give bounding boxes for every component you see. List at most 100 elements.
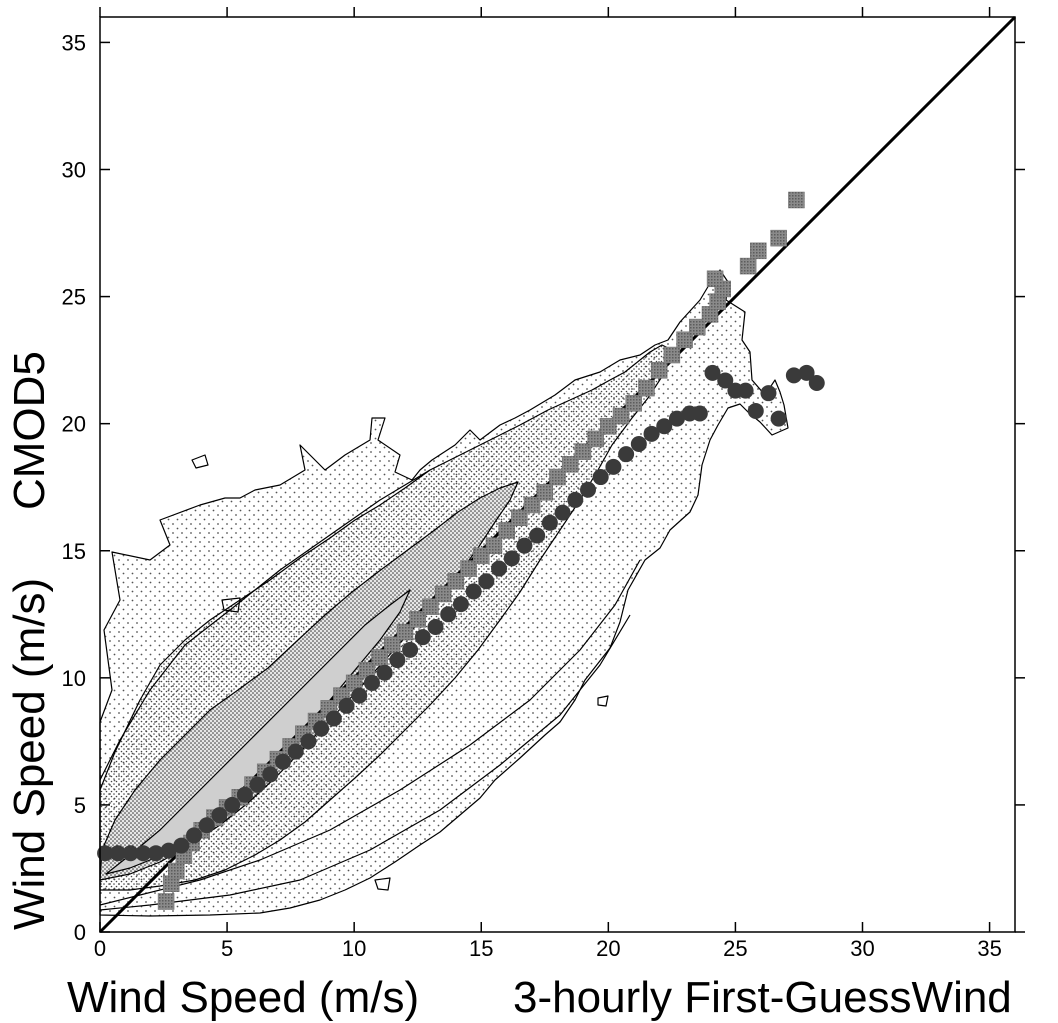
- square-point: [706, 270, 724, 288]
- circle-point: [160, 842, 177, 859]
- square-point: [536, 484, 554, 501]
- x-tick-label: 10: [342, 936, 366, 961]
- circle-point: [402, 641, 419, 658]
- circle-point: [414, 629, 431, 646]
- x-tick-label: 30: [850, 936, 874, 961]
- circle-point: [186, 827, 203, 844]
- circle-point: [109, 845, 126, 862]
- contour-island-3: [374, 877, 391, 891]
- circle-point: [147, 845, 164, 862]
- square-point: [689, 318, 706, 336]
- square-point: [371, 649, 388, 666]
- circle-point: [338, 697, 355, 714]
- circle-point: [287, 743, 304, 760]
- square-point: [574, 443, 592, 460]
- circle-point: [567, 491, 584, 508]
- square-point: [409, 611, 426, 628]
- circle-point: [605, 458, 622, 475]
- square-point: [498, 522, 515, 539]
- series-circles: [97, 364, 825, 862]
- circle-point: [135, 845, 152, 862]
- square-point: [612, 407, 630, 425]
- circle-point: [325, 710, 342, 727]
- square-point: [473, 547, 490, 565]
- x-tick-label: 20: [596, 936, 620, 961]
- circle-point: [491, 560, 508, 577]
- square-point: [396, 623, 414, 641]
- circle-point: [580, 481, 596, 498]
- circle-point: [452, 596, 469, 613]
- x-tick-label: 35: [977, 936, 1001, 961]
- square-point: [434, 585, 452, 603]
- y-tick-label: 10: [62, 666, 86, 691]
- square-point: [600, 417, 617, 435]
- circle-point: [630, 436, 647, 452]
- circle-point: [300, 733, 317, 750]
- y-tick-label: 25: [62, 285, 86, 310]
- x-axis-title: Wind Speed (m/s): [67, 973, 419, 1022]
- circle-point: [668, 410, 685, 427]
- circle-point: [737, 382, 754, 399]
- circle-point: [236, 786, 253, 803]
- circle-point: [798, 364, 815, 381]
- y-tick-label: 35: [62, 30, 86, 55]
- square-point: [447, 573, 465, 590]
- square-point: [157, 893, 175, 910]
- y-tick-label: 30: [62, 158, 86, 183]
- square-point: [739, 257, 757, 275]
- circle-point: [704, 364, 721, 381]
- contour-island-4: [597, 695, 609, 707]
- square-point: [460, 560, 477, 577]
- circle-point: [478, 573, 495, 590]
- x-tick-label: 5: [221, 936, 233, 961]
- contour-line-a: [99, 559, 641, 906]
- circle-point: [224, 796, 241, 813]
- square-point: [663, 346, 681, 364]
- circle-point: [592, 469, 609, 486]
- circle-point: [541, 514, 558, 531]
- circle-point: [747, 402, 764, 419]
- circle-point: [363, 674, 380, 691]
- square-point: [384, 636, 401, 654]
- square-point: [676, 331, 693, 349]
- circle-point: [465, 583, 482, 600]
- x-axis-title-suffix: 3-hourly First-GuessWind: [513, 973, 1012, 1022]
- circle-point: [376, 664, 393, 681]
- y-axis-title: Wind Speed (m/s): [5, 578, 54, 930]
- x-tick-label: 25: [723, 936, 747, 961]
- tick-layer: 0 5 10 15 20 25 30 35 0 5 10 15 20 25 30 35: [62, 7, 1025, 961]
- square-point: [511, 509, 528, 526]
- square-point: [523, 496, 541, 514]
- circle-point: [643, 425, 660, 442]
- y-tick-label: 20: [62, 412, 86, 437]
- circle-point: [770, 410, 787, 427]
- circle-point: [618, 446, 635, 463]
- circle-point: [97, 845, 114, 862]
- square-point: [422, 598, 439, 615]
- circle-point: [275, 753, 291, 770]
- square-point: [638, 379, 655, 397]
- circle-point: [262, 766, 279, 783]
- contour-line-b: [99, 469, 431, 781]
- square-point: [650, 362, 668, 379]
- circle-point: [440, 606, 457, 623]
- square-point: [788, 191, 805, 209]
- square-point: [625, 395, 642, 412]
- series-layer: [97, 191, 825, 910]
- circle-point: [656, 418, 673, 435]
- circle-point: [427, 619, 444, 635]
- contour-island-2: [221, 597, 241, 613]
- circle-point: [211, 807, 228, 824]
- circle-point: [313, 720, 330, 737]
- square-point: [561, 456, 579, 473]
- circle-point: [529, 527, 546, 544]
- square-point: [549, 468, 566, 486]
- x-tick-label: 15: [469, 936, 493, 961]
- circle-point: [516, 537, 533, 554]
- circle-point: [785, 367, 802, 384]
- circle-point: [691, 405, 708, 422]
- circle-point: [351, 687, 368, 704]
- circle-point: [198, 817, 215, 834]
- y-tick-label: 15: [62, 539, 86, 564]
